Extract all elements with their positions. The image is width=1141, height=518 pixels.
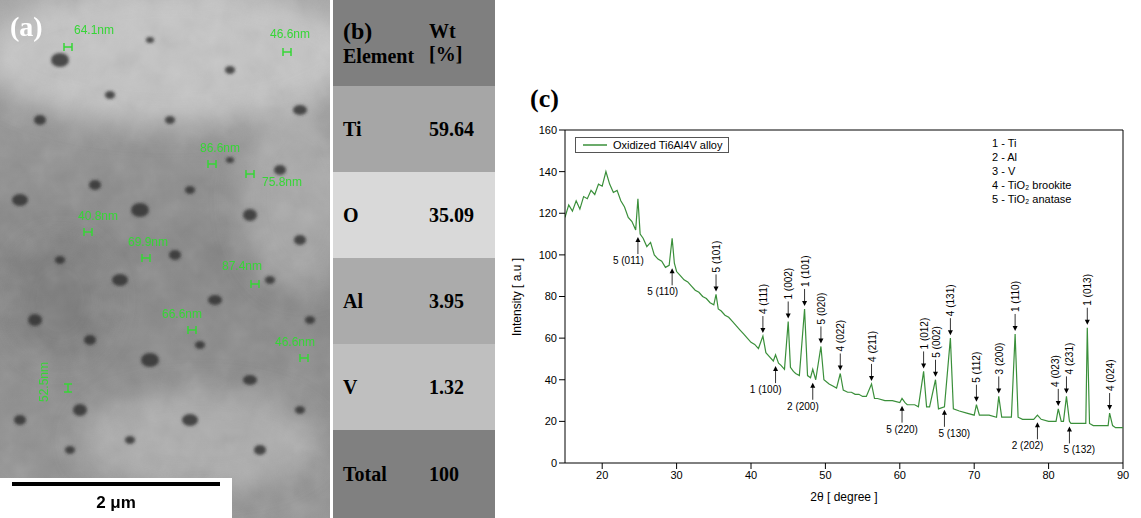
svg-text:80: 80 xyxy=(545,290,557,302)
svg-text:5 (112): 5 (112) xyxy=(971,352,982,383)
svg-text:50: 50 xyxy=(819,469,831,481)
html-text:3 - V: 3 - V xyxy=(992,165,1016,177)
svg-text:5 (020): 5 (020) xyxy=(816,293,827,325)
svg-text:46.6nm: 46.6nm xyxy=(275,335,315,349)
svg-text:2 μm: 2 μm xyxy=(96,493,136,512)
svg-text:5 (101): 5 (101) xyxy=(711,241,722,273)
svg-text:64.1nm: 64.1nm xyxy=(74,23,114,37)
svg-text:20: 20 xyxy=(545,415,557,427)
svg-text:5 (011): 5 (011) xyxy=(613,255,644,266)
svg-text:40: 40 xyxy=(745,469,757,481)
svg-text:5 (110): 5 (110) xyxy=(647,286,678,297)
html-text:Intensity [ a.u ]: Intensity [ a.u ] xyxy=(510,257,524,336)
svg-text:86.6nm: 86.6nm xyxy=(200,141,240,155)
svg-text:1 (002): 1 (002) xyxy=(783,268,794,300)
svg-text:5 (132): 5 (132) xyxy=(1063,444,1095,455)
svg-text:100: 100 xyxy=(539,249,557,261)
svg-text:1 (013): 1 (013) xyxy=(1082,274,1093,306)
svg-text:4 (022): 4 (022) xyxy=(835,320,846,352)
html-text:O: O xyxy=(343,203,359,226)
svg-text:2 (200): 2 (200) xyxy=(787,401,819,412)
svg-text:80: 80 xyxy=(1042,469,1054,481)
svg-text:(a): (a) xyxy=(10,11,43,42)
svg-text:60: 60 xyxy=(545,332,557,344)
svg-text:2 (202): 2 (202) xyxy=(1012,440,1044,451)
html-text:5 - TiO₂ anatase: 5 - TiO₂ anatase xyxy=(992,193,1072,205)
html-text:Ti: Ti xyxy=(343,117,362,140)
html-text:100: 100 xyxy=(429,462,459,485)
html-text:2θ [ degree ]: 2θ [ degree ] xyxy=(810,490,878,504)
html-text:(b): (b) xyxy=(343,18,373,44)
html-text:(c): (c) xyxy=(530,84,559,113)
svg-text:40: 40 xyxy=(545,374,557,386)
svg-text:69.9nm: 69.9nm xyxy=(128,235,168,249)
html-text:Wt: Wt xyxy=(429,20,456,42)
html-text:3.95: 3.95 xyxy=(429,289,464,312)
svg-text:5 (002): 5 (002) xyxy=(931,326,942,358)
svg-text:3 (200): 3 (200) xyxy=(994,343,1005,375)
html-text:Oxidized Ti6Al4V alloy: Oxidized Ti6Al4V alloy xyxy=(613,139,723,151)
svg-text:66.6nm: 66.6nm xyxy=(162,307,202,321)
svg-text:1 (012): 1 (012) xyxy=(919,318,930,350)
html-text:59.64: 59.64 xyxy=(429,117,474,140)
svg-text:4 (023): 4 (023) xyxy=(1050,355,1061,387)
svg-text:4 (231): 4 (231) xyxy=(1064,343,1075,375)
svg-text:4 (111): 4 (111) xyxy=(758,284,769,314)
svg-text:1 (101): 1 (101) xyxy=(800,255,811,287)
svg-text:60: 60 xyxy=(894,469,906,481)
svg-text:120: 120 xyxy=(539,207,557,219)
svg-text:140: 140 xyxy=(539,166,557,178)
html-text:Element: Element xyxy=(343,45,415,67)
svg-text:40.8nm: 40.8nm xyxy=(78,209,118,223)
svg-text:52.5nm: 52.5nm xyxy=(37,362,51,402)
html-text:2 - Al: 2 - Al xyxy=(992,151,1018,163)
svg-text:1 (110): 1 (110) xyxy=(1010,281,1021,312)
svg-text:5 (220): 5 (220) xyxy=(886,424,918,435)
svg-text:20: 20 xyxy=(596,469,608,481)
html-text:V: V xyxy=(343,375,358,398)
html-text:4 - TiO₂ brookite: 4 - TiO₂ brookite xyxy=(992,179,1072,191)
svg-text:87.4nm: 87.4nm xyxy=(222,259,262,273)
svg-text:160: 160 xyxy=(539,125,557,136)
svg-text:5 (130): 5 (130) xyxy=(938,428,970,439)
svg-text:75.8nm: 75.8nm xyxy=(262,175,302,189)
html-text:35.09: 35.09 xyxy=(429,203,474,226)
svg-text:4 (131): 4 (131) xyxy=(945,284,956,316)
svg-text:4 (211): 4 (211) xyxy=(867,331,878,362)
svg-text:90: 90 xyxy=(1117,469,1129,481)
html-text:1 - Ti: 1 - Ti xyxy=(992,137,1017,149)
svg-text:70: 70 xyxy=(968,469,980,481)
svg-text:4 (024): 4 (024) xyxy=(1105,359,1116,391)
html-text:Total: Total xyxy=(343,462,387,485)
svg-text:46.6nm: 46.6nm xyxy=(270,27,310,41)
html-text:1.32: 1.32 xyxy=(429,375,464,398)
svg-text:1 (100): 1 (100) xyxy=(750,384,782,395)
html-text:Al: Al xyxy=(343,289,363,312)
svg-text:30: 30 xyxy=(670,469,682,481)
svg-text:0: 0 xyxy=(551,457,557,469)
